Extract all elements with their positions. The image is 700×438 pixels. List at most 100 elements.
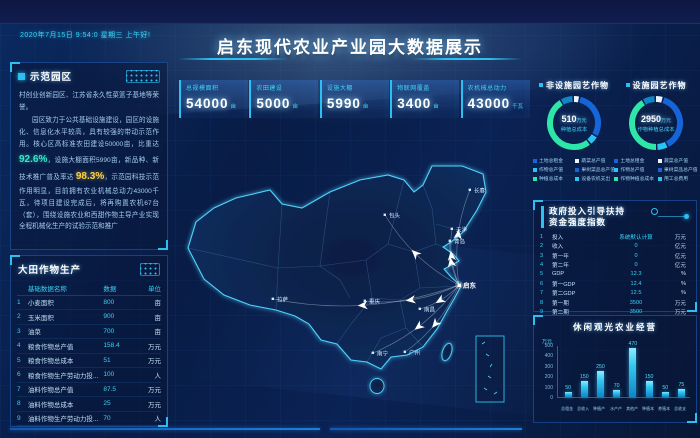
flight-arrow-icon [447,257,457,268]
flight-arrow-icon [432,317,442,328]
donut-center-label: 作物种植总成本 [637,126,675,133]
column-header: 单位 [147,285,161,293]
table-cell: 3500 [629,299,643,306]
stat-label: 物联网覆盖 [397,86,430,92]
city-label: 天津 [456,226,468,233]
legend-label: 蔬菜总产值 [581,159,606,164]
city-marker: 长春 [468,186,486,194]
bar-column: 70 [609,346,625,397]
city-marker: 包头 [383,211,401,219]
panel-leisure: 休闲观光农业经营 万元 0 100 200 300 400 500 50 150 250 70 4… [533,315,697,423]
y-axis-label: 万元 [542,339,553,345]
donut-title: 设施园艺作物 [626,80,687,91]
bar: 50 [564,385,572,397]
table-row: 1 投入 系统默认计算 万元 [540,232,690,241]
table-cell: 100 [103,371,115,379]
gov-fund-table: 1 投入 系统默认计算 万元 2 收入 0 亿元 3 第一年 0 亿元 4 第二年 0 亿元 5 GDP 12.3%… [534,230,696,319]
table-cell: 万元 [147,358,161,366]
panel-demo-park-title: 示范园区 [30,72,73,83]
table-cell: % [681,280,686,287]
table-cell: 0 [634,243,638,250]
donut-title: 非设施园艺作物 [539,80,609,91]
legend-label: 作物种植总成本 [620,177,654,182]
highlight-value: 92.6% [19,153,48,165]
plot-area: 50 150 250 70 470 150 50 75 [557,341,690,398]
table-cell: 人 [154,372,161,380]
legend-label: 作物总产值 [620,168,645,173]
y-tick-label: 500 [544,343,553,349]
legend-item: 蔬菜总产值 [575,157,615,164]
flight-arrow-icon [405,295,417,304]
table-cell: 0 [634,261,638,268]
donut-panel: 非设施园艺作物 510万元 种植总成本 土地总租金 蔬菜总产值 作物总产值 果树菜品总产值种… [533,80,615,198]
flight-arrow-icon [435,294,447,304]
table-cell: 2 [17,313,21,321]
flight-line [384,214,460,286]
city-dot-icon [450,227,453,230]
donut-chart: 510万元 种植总成本 [544,93,604,153]
table-cell: 12.5 [630,290,642,297]
table-cell: 51 [103,356,111,364]
table-cell: 5 [17,356,21,364]
table-cell: 9 [17,414,21,422]
legend-item: 作物种植总成本 [614,175,654,182]
city-marker: 青岛 [448,237,466,245]
legend-item: 种植总成本 [533,175,571,182]
donut-center-value: 510万元 [561,113,587,124]
legend-item: 果树菜品总产值 [658,166,698,173]
x-tick-label: 其他产 [625,406,638,411]
table-cell: 万元 [147,387,161,395]
donut-center-unit: 万元 [576,117,587,124]
city-dot-icon [383,213,386,216]
table-cell: 粮食作物生产劳动力投... [27,372,99,380]
stat-card: 总规模面积 54000 亩 [179,80,248,118]
y-tick-label: 300 [544,363,553,370]
table-cell: 12.4 [630,280,642,287]
city-marker: 天津 [450,226,468,233]
panel-leisure-title: 休闲观光农业经营 [572,322,657,332]
legend-swatch [533,176,537,181]
legend-swatch [533,167,537,172]
table-cell: 12.3 [630,271,642,278]
legend-item: 土地总租金 [614,157,654,164]
legend-item: 设备农机支出 [575,175,615,182]
table-cell: 4 [540,261,544,268]
stat-unit: 亩 [230,104,237,110]
donut-panel: 设施园艺作物 2950万元 作物种植总成本 土地总租金 蔬菜总产值 作物总产值 果树菜品总产… [614,80,698,198]
table-row: 4 第二年 0 亿元 [540,260,690,269]
legend-label: 果树菜品总产值 [664,168,698,173]
table-cell: 投入 [552,234,564,241]
table-cell: 油料作物生产劳动力投... [27,416,99,424]
stat-label: 农田建设 [256,86,283,92]
y-axis-ticks: 0 100 200 300 400 500 [542,343,555,401]
table-cell: 粮食作物总成本 [27,358,74,366]
legend-label: 土地总租金 [539,159,563,164]
bottom-frame-line [10,428,320,430]
table-cell: 87.5 [103,385,117,393]
legend-swatch [575,176,580,181]
table-cell: 系统默认计算 [619,234,653,241]
table-cell: 油料作物总成本 [27,401,74,409]
column-header: 数据 [103,285,117,293]
flight-arrow-icon [447,250,457,262]
table-cell: 人 [154,416,161,424]
stats-row: 总规模面积 54000 亩农田建设 5000 亩设施大棚 5990 亩物联网覆盖 3400 亩农… [179,80,531,118]
table-cell: 7 [540,290,544,297]
legend-item: 作物总产值 [614,166,654,173]
bar-value-label: 70 [613,382,620,389]
legend-item: 土地总租金 [533,157,571,164]
table-cell: GDP [552,271,565,278]
donut-chart: 2950万元 作物种植总成本 [626,93,686,153]
stat-unit: 千瓦 [512,104,524,110]
y-tick-label: 0 [550,395,553,401]
highlight-value: 98.3% [75,171,105,183]
table-row: 3 第一年 0 亿元 [540,251,690,260]
flight-arrow-icon [453,229,462,240]
table-cell: 5 [540,271,544,278]
city-marker: 重庆 [363,297,381,305]
field-crops-table: 基础数据名称 数据 单位 1 小麦面积 800 亩 2 玉米面积 900 亩 3 油菜 700 亩 4 粮食作物… [11,279,167,428]
legend-swatch [614,167,619,172]
bar-column: 50 [560,346,576,397]
